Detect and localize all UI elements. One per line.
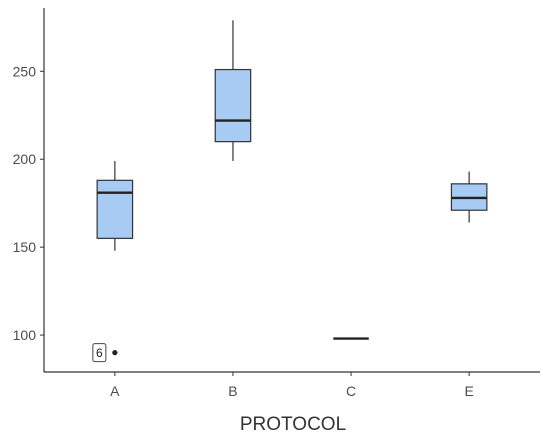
boxes-layer bbox=[96, 20, 488, 340]
y-tick-label: 200 bbox=[13, 151, 37, 167]
outlier-point bbox=[112, 350, 118, 356]
x-tick-label: B bbox=[228, 383, 237, 399]
outlier-label-box bbox=[92, 343, 107, 363]
y-tick-label: 250 bbox=[13, 63, 37, 79]
x-tick-label: C bbox=[346, 383, 356, 399]
box-E bbox=[450, 171, 488, 223]
box-iqr bbox=[214, 68, 252, 143]
outliers-layer: 6 bbox=[92, 343, 118, 363]
box-A bbox=[96, 160, 134, 251]
x-tick-label: E bbox=[464, 383, 473, 399]
box-iqr bbox=[96, 179, 134, 239]
box-B bbox=[214, 20, 252, 161]
x-tick-label: A bbox=[110, 383, 120, 399]
axes: 100 150 200 250 A B C E bbox=[13, 8, 540, 399]
outlier-label: 6 bbox=[96, 346, 103, 360]
y-tick-label: 100 bbox=[13, 327, 37, 343]
y-tick-label: 150 bbox=[13, 239, 37, 255]
x-axis-title: PROTOCOL bbox=[240, 414, 346, 435]
